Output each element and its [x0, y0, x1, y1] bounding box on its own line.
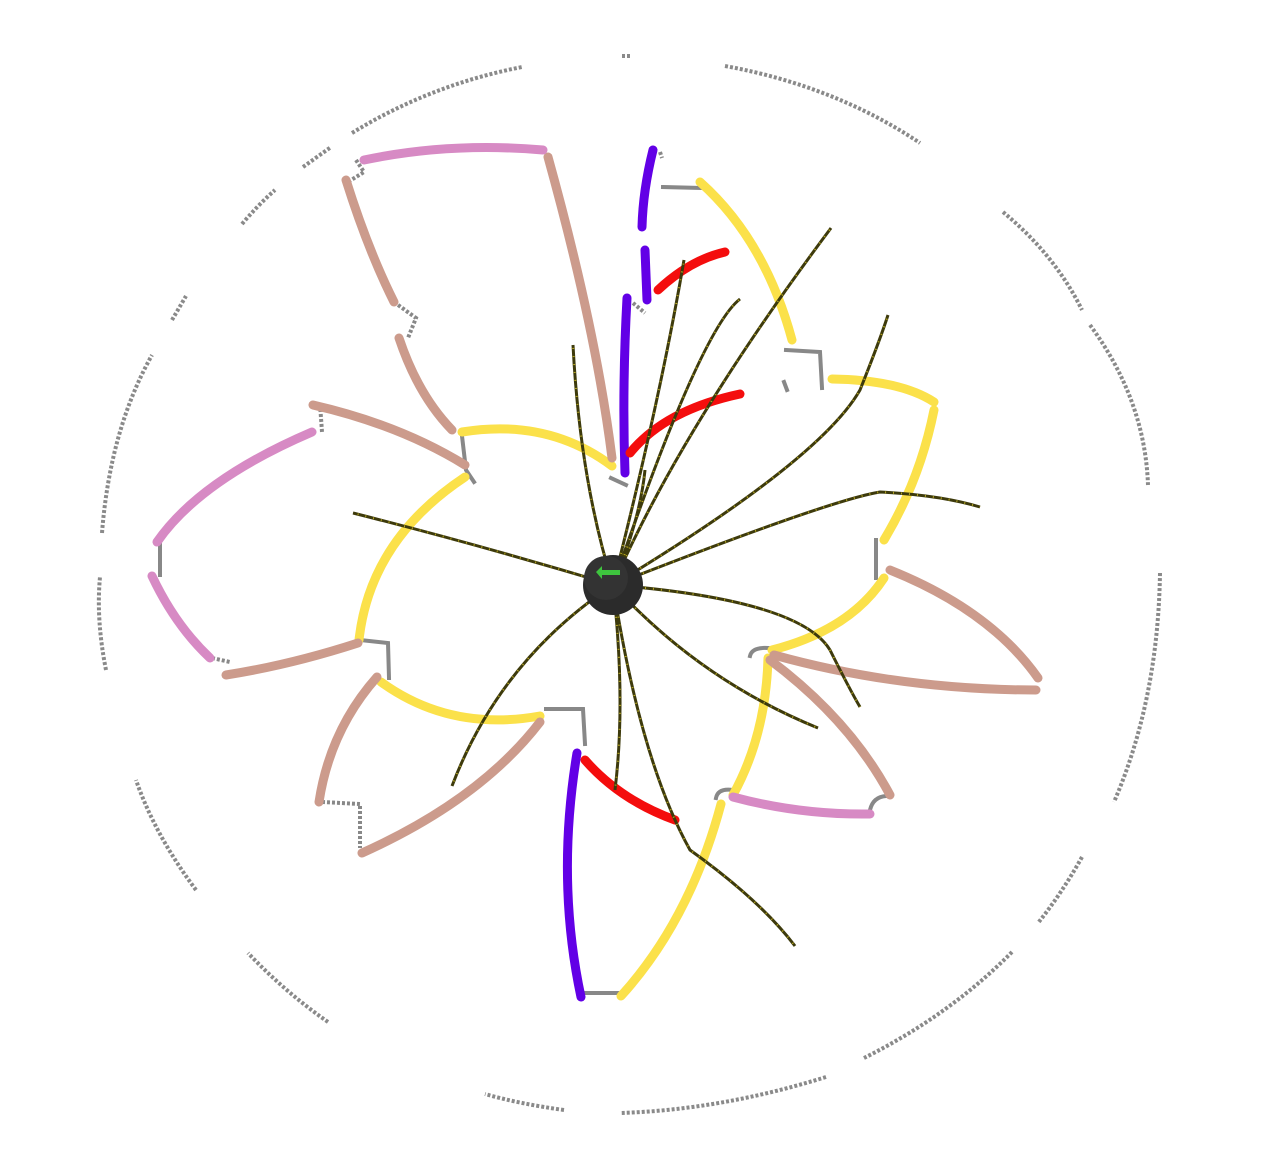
connector — [631, 301, 647, 315]
red-track — [653, 247, 730, 295]
yellow-track — [767, 573, 889, 655]
violet-track — [562, 748, 586, 1002]
outer-ring-segment — [484, 1092, 565, 1112]
brown-track — [543, 152, 617, 463]
connector — [867, 793, 889, 813]
yellow-track — [879, 405, 939, 545]
connector — [211, 656, 231, 664]
outer-ring-segment — [350, 65, 523, 135]
outer-ring-segment — [1088, 323, 1150, 486]
hub-logo-icon — [596, 566, 620, 579]
yellow-track — [457, 424, 617, 471]
violet-track — [640, 245, 652, 305]
spoke — [611, 583, 819, 730]
yellow-track — [728, 653, 773, 800]
brown-track — [885, 565, 1043, 683]
spoke — [450, 583, 614, 787]
connector — [747, 645, 771, 659]
outer-ring-segment — [134, 779, 198, 892]
connector — [781, 379, 790, 393]
outer-ring-segment — [724, 64, 922, 145]
connector — [357, 637, 392, 681]
connector — [392, 300, 419, 339]
outer-ring-segment — [246, 951, 330, 1024]
brown-track — [221, 638, 363, 680]
yellow-track — [376, 677, 545, 725]
spoke — [612, 314, 890, 587]
brown-track — [394, 333, 457, 435]
spoke — [611, 259, 686, 586]
violet-tracks — [562, 145, 658, 1002]
outer-ring-segment — [619, 1075, 827, 1115]
red-track — [580, 755, 680, 825]
pink-track — [728, 792, 875, 819]
brown-track — [308, 400, 470, 470]
violet-track — [637, 145, 658, 232]
violet-track — [619, 293, 632, 478]
connector — [608, 475, 629, 488]
brown-track — [314, 672, 382, 807]
outer-ring-segment — [1036, 856, 1084, 925]
hub-highlight — [584, 556, 628, 600]
spoke — [611, 584, 797, 947]
outer-ring-segment — [863, 950, 1014, 1060]
outer-ring-segment — [240, 188, 277, 226]
spoke — [612, 490, 981, 587]
connector — [660, 184, 703, 191]
red-tracks — [580, 247, 745, 825]
spoke — [352, 511, 614, 587]
central-hub[interactable] — [583, 555, 643, 615]
connector — [459, 433, 477, 485]
pink-track — [359, 143, 548, 165]
brown-track — [769, 650, 1041, 695]
connector — [321, 800, 362, 848]
pink-track — [147, 571, 215, 663]
pink-tracks — [147, 143, 875, 819]
outer-ring-segment — [96, 576, 108, 671]
outer-ring-segment — [1112, 572, 1162, 803]
yellow-track — [827, 374, 939, 407]
yellow-track — [695, 177, 797, 345]
outer-ring-segment — [1001, 210, 1084, 311]
yellow-track — [616, 799, 726, 1001]
hub-spokes — [352, 227, 981, 947]
outer-boundary-ring — [96, 54, 1162, 1115]
brown-track — [341, 175, 399, 307]
gray-connectors — [158, 148, 889, 995]
connector — [658, 151, 664, 159]
spoke — [611, 227, 833, 586]
brown-tracks — [221, 152, 1043, 858]
outer-ring-segment — [100, 354, 154, 534]
outer-ring-segment — [170, 294, 188, 322]
connector — [346, 158, 367, 184]
outer-ring-segment — [301, 145, 333, 169]
yellow-tracks — [354, 177, 939, 1001]
spoke — [612, 583, 862, 708]
connector — [783, 347, 825, 391]
connector — [544, 707, 588, 747]
connector — [713, 787, 736, 801]
brown-track — [765, 655, 895, 800]
yellow-track — [354, 472, 470, 645]
brown-track — [357, 717, 545, 858]
pink-track — [152, 427, 317, 547]
